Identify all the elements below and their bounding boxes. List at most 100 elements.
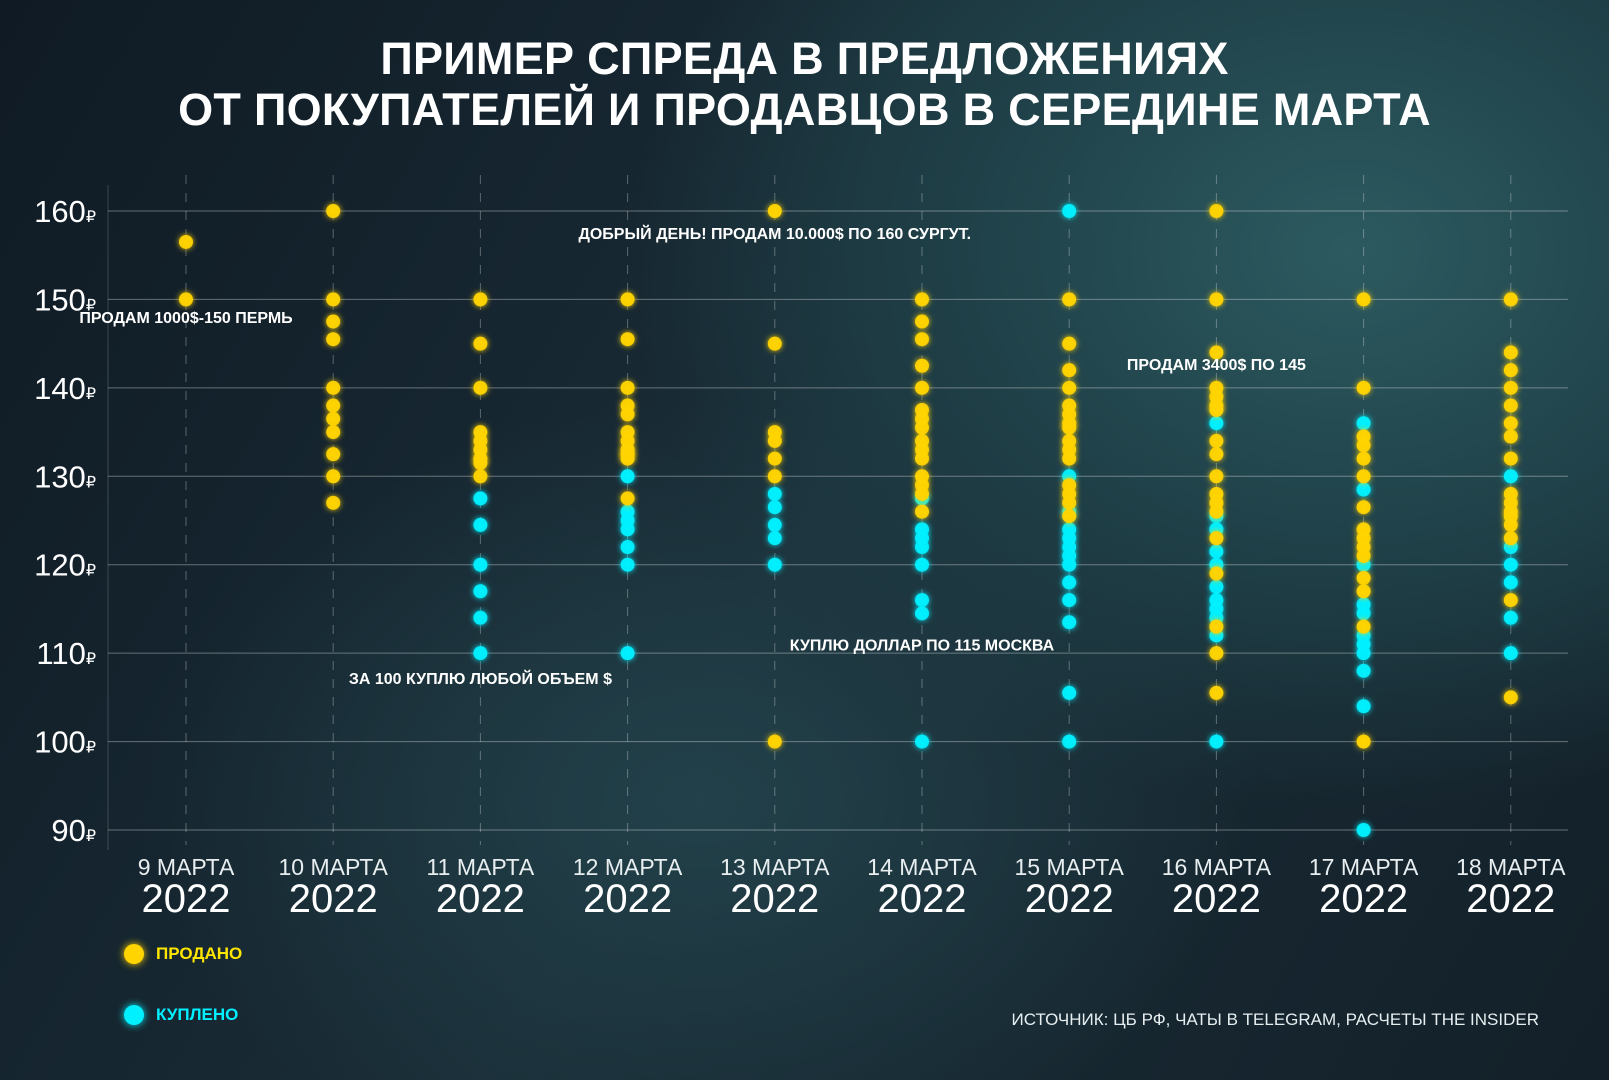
bought-point [473, 491, 488, 506]
scatter-chart: 160₽150₽140₽130₽120₽110₽100₽90₽9 МАРТА20… [34, 204, 1567, 921]
bought-point [767, 517, 782, 532]
y-tick-label: 100₽ [34, 725, 96, 760]
sold-point [767, 469, 782, 484]
sold-point [326, 204, 341, 218]
bought-point [767, 486, 782, 501]
bought-point [1503, 575, 1518, 590]
bought-point [1503, 610, 1518, 625]
bought-point [1209, 579, 1224, 594]
sold-point [1356, 292, 1371, 307]
annotation-label: ЗА 100 КУПЛЮ ЛЮБОЙ ОБЪЕМ $ [349, 669, 612, 688]
sold-point [1356, 469, 1371, 484]
sold-point [326, 314, 341, 329]
sold-point [1062, 420, 1077, 435]
sold-point [473, 336, 488, 351]
sold-point [1503, 593, 1518, 608]
y-tick-suffix: ₽ [86, 474, 96, 491]
bought-point [1062, 685, 1077, 700]
y-tick-suffix: ₽ [86, 740, 96, 757]
legend-label-sold: ПРОДАНО [156, 944, 243, 963]
x-tick-year: 2022 [878, 877, 967, 921]
sold-point [1356, 619, 1371, 634]
y-tick-suffix: ₽ [86, 651, 96, 668]
sold-point [1503, 690, 1518, 705]
bought-point [1062, 557, 1077, 572]
legend-item-sold: ПРОДАНО [124, 944, 242, 964]
bought-point [473, 557, 488, 572]
sold-point [1356, 438, 1371, 453]
x-tick-day: 16 МАРТА [1162, 854, 1272, 880]
sold-point [1356, 584, 1371, 599]
annotation-label: КУПЛЮ ДОЛЛАР ПО 115 МОСКВА [790, 637, 1055, 654]
sold-point [1503, 429, 1518, 444]
sold-point [1356, 570, 1371, 585]
sold-point [1503, 451, 1518, 466]
bought-point [473, 517, 488, 532]
x-tick-year: 2022 [583, 877, 672, 921]
y-tick-label: 150₽ [34, 282, 96, 317]
sold-point [1062, 336, 1077, 351]
sold-point [326, 469, 341, 484]
sold-point [915, 332, 929, 347]
sold-point [1209, 646, 1224, 661]
bought-point [620, 469, 635, 484]
bought-point [1356, 482, 1371, 497]
bought-point [1356, 416, 1371, 431]
sold-point [326, 398, 341, 413]
sold-point [915, 420, 929, 435]
bought-point [473, 646, 488, 661]
bought-point [915, 593, 929, 608]
y-tick-label: 130₽ [34, 459, 96, 494]
bought-point [1062, 575, 1077, 590]
y-tick-suffix: ₽ [86, 828, 96, 845]
bought-point [1209, 734, 1224, 749]
sold-point [1209, 566, 1224, 581]
sold-point [1209, 619, 1224, 634]
bought-point [1209, 416, 1224, 431]
sold-point [179, 292, 193, 307]
sold-point [767, 433, 782, 448]
sold-point [620, 292, 635, 307]
sold-point [915, 504, 929, 519]
sold-point [1209, 292, 1224, 307]
x-tick-year: 2022 [1319, 877, 1408, 921]
sold-point [620, 407, 635, 422]
sold-point [1209, 685, 1224, 700]
y-tick-suffix: ₽ [86, 386, 96, 403]
sold-point [767, 336, 782, 351]
sold-point [1503, 363, 1518, 378]
sold-point [1209, 469, 1224, 484]
sold-legend-dot [124, 944, 144, 964]
title-line-1: ПРИМЕР СПРЕДА В ПРЕДЛОЖЕНИЯХ [380, 33, 1229, 84]
x-tick-year: 2022 [436, 877, 525, 921]
sold-point [1503, 292, 1518, 307]
source-note: ИСТОЧНИК: ЦБ РФ, ЧАТЫ В TELEGRAM, РАСЧЕТ… [1011, 1010, 1539, 1029]
sold-point [1062, 495, 1077, 510]
legend-label-bought: КУПЛЕНО [156, 1005, 239, 1024]
sold-point [915, 451, 929, 466]
bought-point [915, 606, 929, 621]
x-tick-day: 15 МАРТА [1014, 854, 1124, 880]
x-tick-year: 2022 [730, 877, 819, 921]
sold-point [1209, 204, 1224, 218]
sold-point [915, 358, 929, 373]
bought-point [473, 584, 488, 599]
bought-point [1503, 469, 1518, 484]
sold-point [767, 451, 782, 466]
x-tick-year: 2022 [142, 877, 231, 921]
x-tick-year: 2022 [289, 877, 378, 921]
sold-point [1356, 451, 1371, 466]
bought-legend-dot [124, 1005, 144, 1025]
bought-point [1356, 606, 1371, 621]
sold-point [620, 380, 635, 395]
sold-point [1209, 402, 1224, 417]
bought-point [1062, 204, 1077, 218]
bought-point [915, 734, 929, 749]
bought-point [1503, 646, 1518, 661]
y-tick-suffix: ₽ [86, 297, 96, 314]
sold-point [1503, 345, 1518, 360]
sold-point [1356, 548, 1371, 563]
x-tick-day: 11 МАРТА [427, 854, 535, 880]
sold-point [1503, 531, 1518, 546]
sold-point [1503, 416, 1518, 431]
